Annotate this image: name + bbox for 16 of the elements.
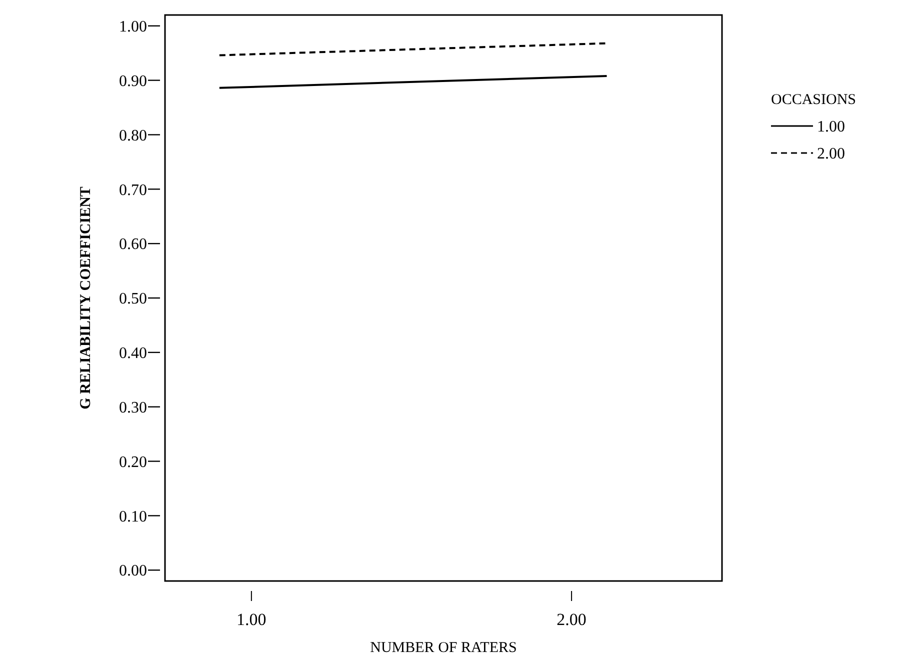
y-tick-label: 0.30 (119, 399, 147, 416)
x-axis-title: NUMBER OF RATERS (370, 640, 517, 656)
y-tick-label: 1.00 (119, 18, 147, 36)
y-tick-label: 0.00 (119, 562, 147, 580)
y-tick-label: 0.40 (119, 345, 147, 362)
legend-title: OCCASIONS (771, 92, 856, 108)
y-tick-label: 0.10 (119, 508, 147, 526)
y-tick-label: 0.50 (119, 290, 147, 308)
legend-label: 1.00 (817, 118, 845, 136)
y-axis-title: G RELIABILITY COEFFICIENT (78, 186, 94, 410)
y-tick-label: 0.90 (119, 72, 147, 90)
y-tick-label: 0.70 (119, 182, 147, 199)
legend-label: 2.00 (817, 146, 845, 163)
y-tick-label: 0.20 (119, 454, 147, 471)
y-tick-label: 0.80 (119, 127, 147, 144)
y-tick-label: 0.60 (119, 236, 147, 254)
